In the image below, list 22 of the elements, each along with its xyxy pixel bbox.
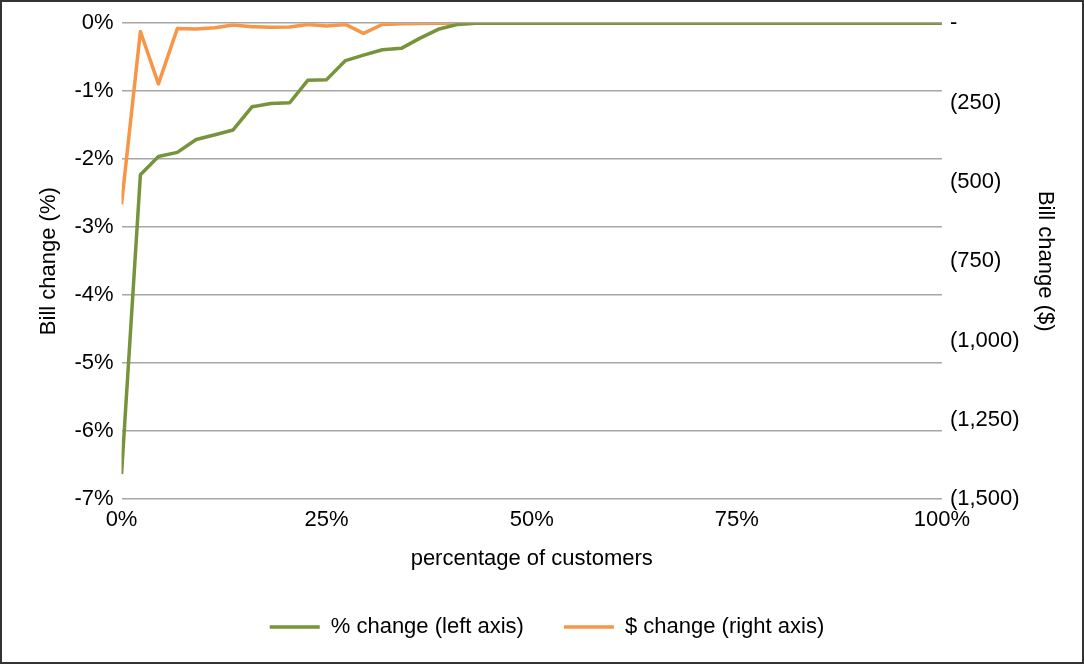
y2-tick-label: (250) <box>949 88 1002 114</box>
y2-tick-label: (1,250) <box>949 405 1020 431</box>
y2-tick-label: - <box>949 9 958 35</box>
x-axis-title: percentage of customers <box>410 544 653 570</box>
y2-tick-label: (500) <box>949 167 1002 193</box>
y-tick-label: 0% <box>81 9 114 35</box>
y-tick-label: -2% <box>74 145 114 171</box>
legend-label: % change (left axis) <box>330 613 524 639</box>
x-tick-label: 25% <box>304 506 349 532</box>
y-tick-label: -6% <box>74 417 114 443</box>
x-tick-label: 75% <box>714 506 759 532</box>
y-tick-label: -5% <box>74 349 114 375</box>
y-tick-label: -1% <box>74 77 114 103</box>
y2-tick-label: (1,500) <box>949 485 1020 511</box>
x-tick-label: 50% <box>509 506 554 532</box>
legend-label: $ change (right axis) <box>624 613 825 639</box>
y-axis-title: Bill change (%) <box>35 187 61 336</box>
y-tick-label: -3% <box>74 213 114 239</box>
y2-axis-title: Bill change ($) <box>1033 190 1059 332</box>
y-tick-label: -4% <box>74 281 114 307</box>
y2-tick-label: (1,000) <box>949 326 1020 352</box>
y2-tick-label: (750) <box>949 247 1002 273</box>
